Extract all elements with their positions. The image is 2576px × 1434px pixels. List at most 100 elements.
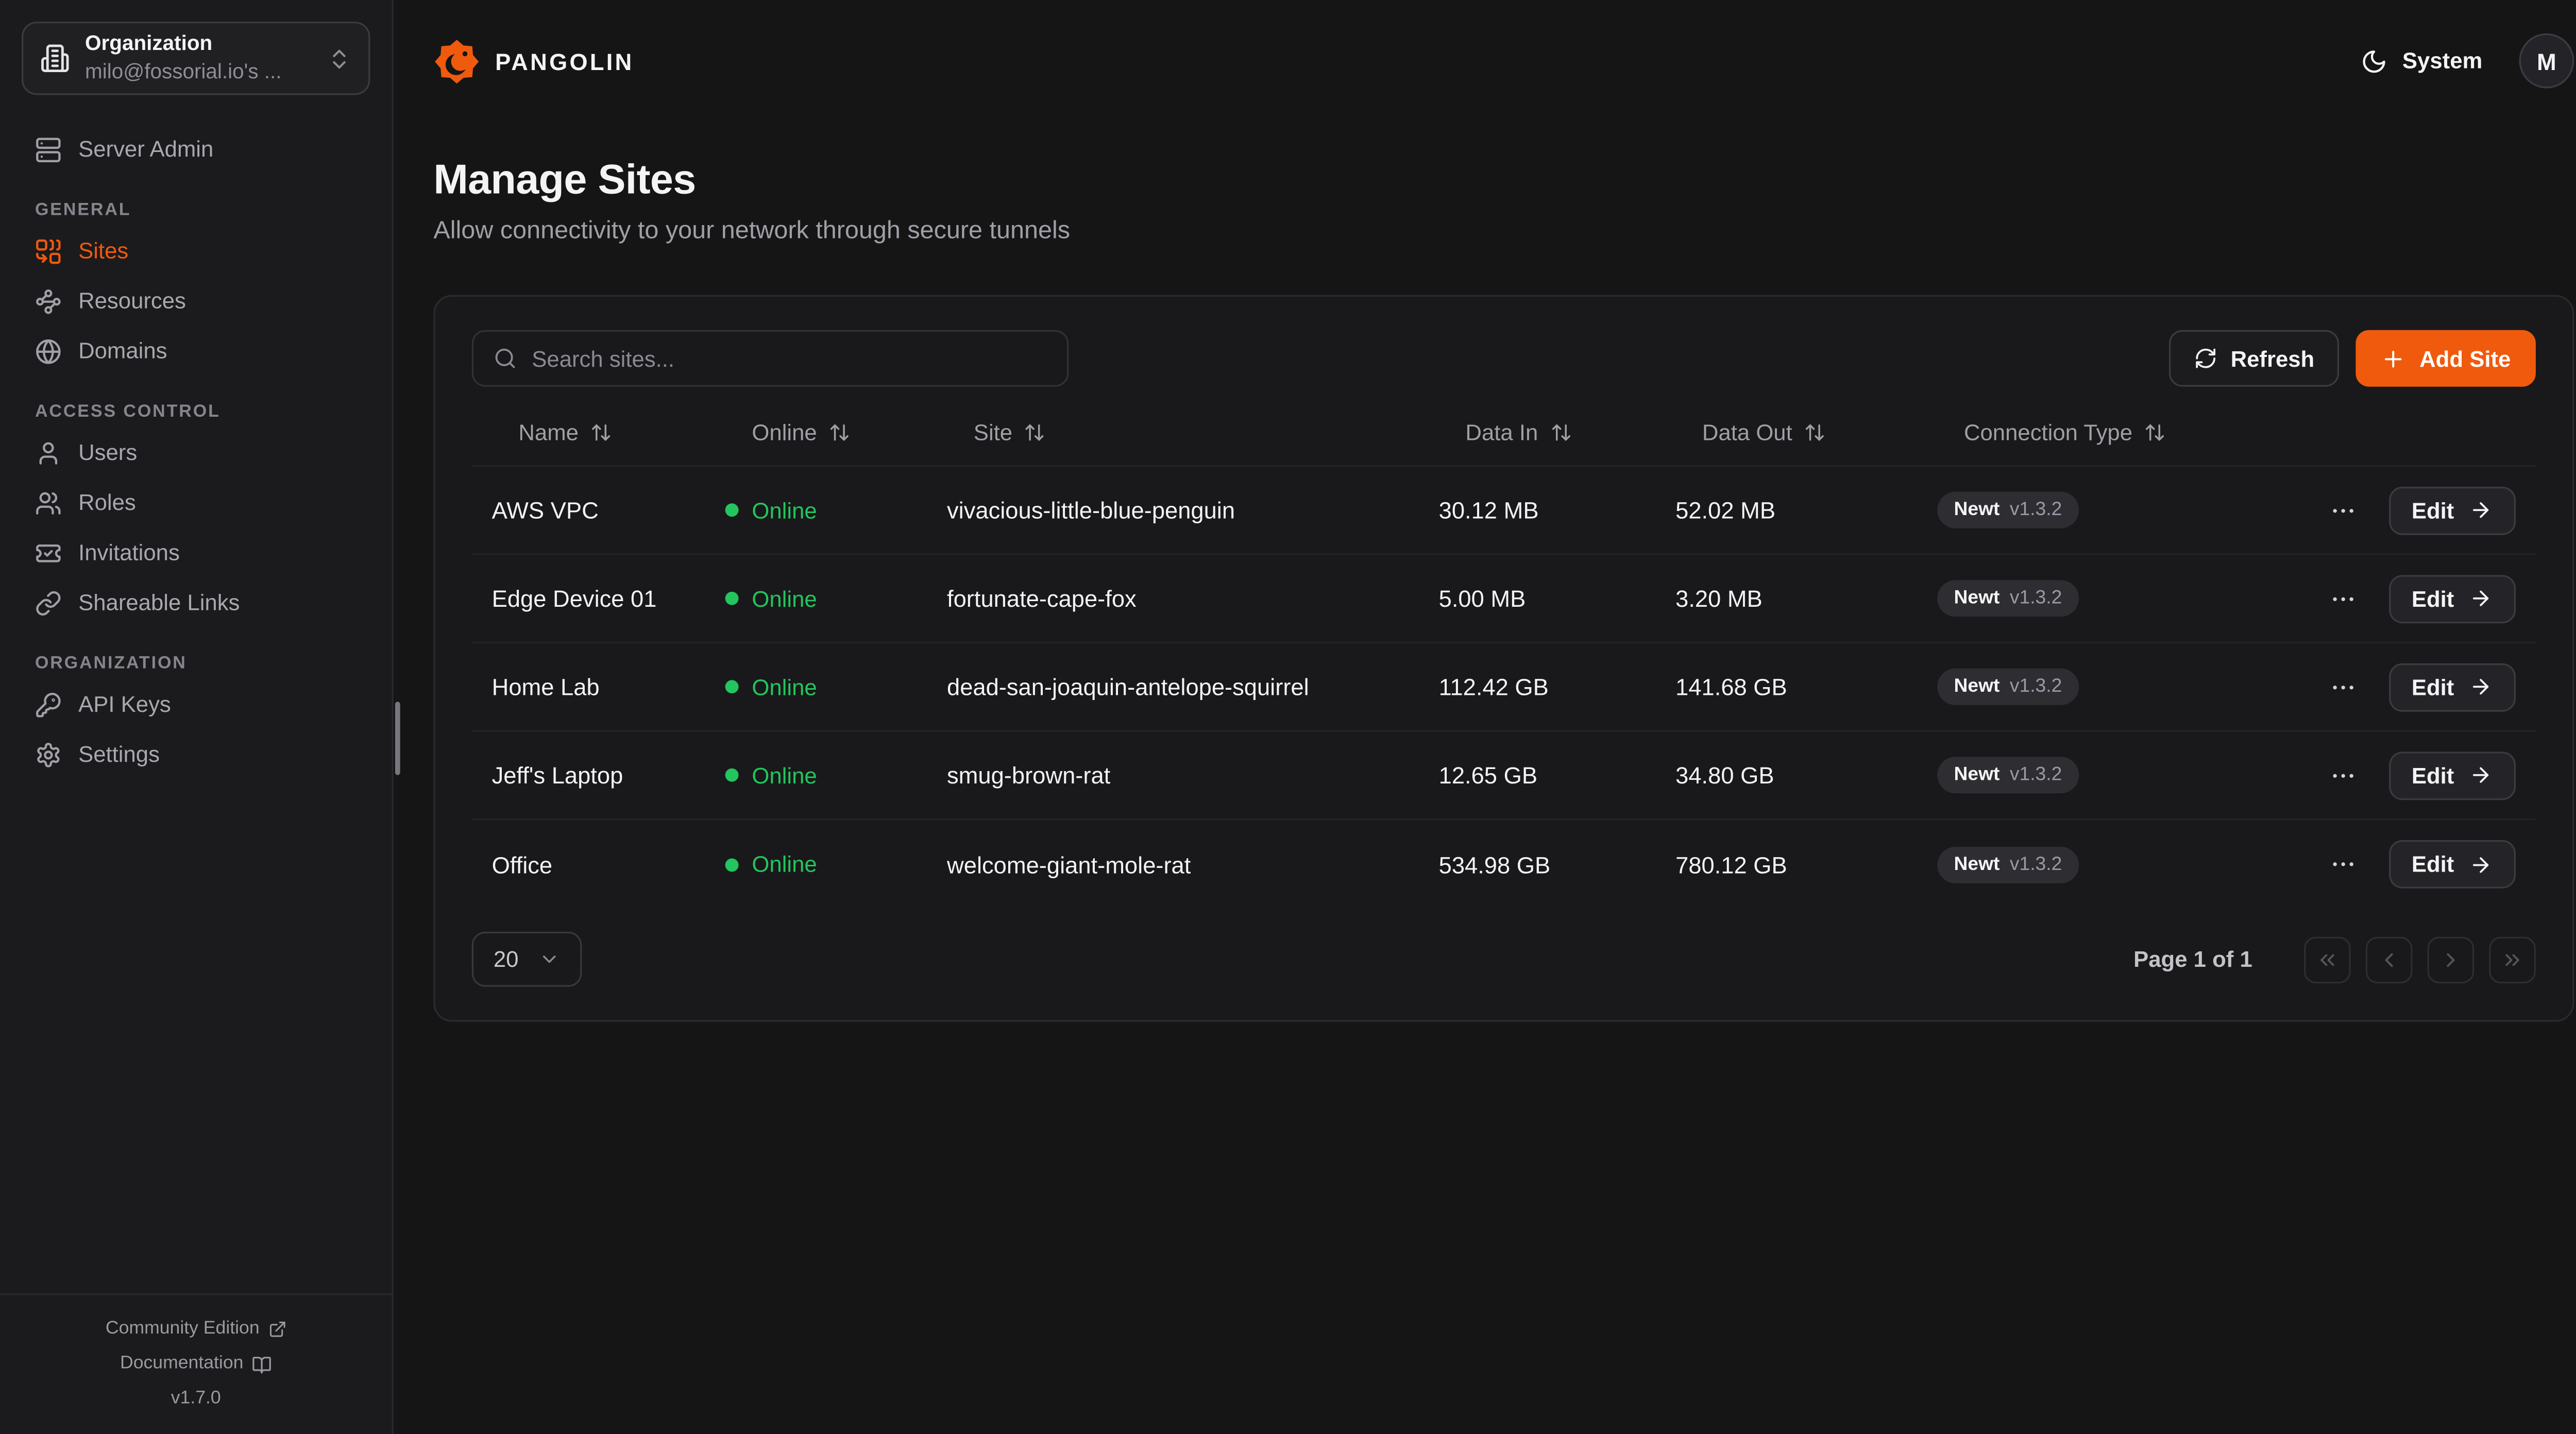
sidebar-item-users[interactable]: Users	[22, 430, 370, 475]
edit-button[interactable]: Edit	[2388, 662, 2516, 711]
brand-wordmark: PANGOLIN	[495, 47, 634, 75]
org-selector-label: Organization	[85, 31, 213, 55]
online-status-cell: Online	[725, 497, 947, 523]
search-input[interactable]	[532, 346, 1047, 371]
org-selector-value: milo@fossorial.io's ...	[85, 59, 282, 83]
sidebar-scrollbar-thumb[interactable]	[395, 702, 400, 775]
top-header: PANGOLIN System M	[433, 0, 2574, 122]
online-status-label: Online	[752, 674, 817, 699]
column-header-site[interactable]: Site	[947, 420, 1439, 445]
community-edition-link[interactable]: Community Edition	[0, 1312, 392, 1347]
connection-type-version: v1.3.2	[2009, 854, 2062, 875]
site-name-cell: Edge Device 01	[492, 585, 657, 612]
edit-button[interactable]: Edit	[2388, 750, 2516, 799]
column-header-online[interactable]: Online	[725, 420, 947, 445]
sidebar-item-sites[interactable]: Sites	[22, 228, 370, 273]
globe-icon	[35, 337, 62, 364]
sidebar: Organization milo@fossorial.io's ... Ser…	[0, 0, 394, 1434]
sidebar-item-shareable-links[interactable]: Shareable Links	[22, 580, 370, 625]
table-row: Edge Device 01 Online fortunate-cape-fox…	[471, 555, 2536, 644]
connection-type-cell: Newt v1.3.2	[1937, 668, 2325, 705]
ellipsis-icon	[2328, 673, 2357, 701]
online-status-label: Online	[752, 586, 817, 611]
edit-button-label: Edit	[2411, 674, 2454, 699]
row-menu-button[interactable]	[2325, 581, 2360, 616]
sidebar-item-domains[interactable]: Domains	[22, 328, 370, 373]
row-menu-button[interactable]	[2325, 669, 2360, 704]
sort-icon	[2144, 422, 2166, 443]
edit-button[interactable]: Edit	[2388, 574, 2516, 623]
online-status-cell: Online	[725, 852, 947, 877]
sidebar-item-label: Settings	[78, 742, 160, 767]
connection-type-name: Newt	[1954, 500, 2000, 520]
chevron-right-icon	[2439, 948, 2462, 971]
refresh-button[interactable]: Refresh	[2168, 330, 2340, 387]
online-status-cell: Online	[725, 586, 947, 611]
org-selector[interactable]: Organization milo@fossorial.io's ...	[22, 22, 370, 95]
theme-toggle[interactable]: System	[2361, 47, 2482, 74]
first-page-button[interactable]	[2304, 935, 2351, 983]
connection-type-cell: Newt v1.3.2	[1937, 846, 2325, 883]
sort-icon	[590, 422, 612, 443]
connection-type-name: Newt	[1954, 854, 2000, 875]
site-name-cell: Home Lab	[492, 673, 600, 701]
sidebar-item-api-keys[interactable]: API Keys	[22, 682, 370, 727]
page-head: Manage Sites Allow connectivity to your …	[433, 157, 2574, 245]
connection-type-cell: Newt v1.3.2	[1937, 580, 2325, 617]
column-header-name[interactable]: Name	[492, 420, 725, 445]
chevrons-left-icon	[2316, 948, 2339, 971]
sidebar-item-resources[interactable]: Resources	[22, 278, 370, 323]
connection-type-name: Newt	[1954, 765, 2000, 786]
page-subtitle: Allow connectivity to your network throu…	[433, 216, 1071, 245]
arrow-right-icon	[2469, 675, 2492, 698]
prev-page-button[interactable]	[2365, 935, 2413, 983]
pangolin-logo-icon	[433, 38, 480, 84]
site-name-cell: AWS VPC	[492, 497, 599, 524]
data-in-cell: 12.65 GB	[1438, 761, 1538, 789]
edit-button[interactable]: Edit	[2388, 840, 2516, 889]
edit-button[interactable]: Edit	[2388, 486, 2516, 535]
sort-icon	[1024, 422, 1046, 443]
sidebar-item-label: API Keys	[78, 691, 171, 717]
last-page-button[interactable]	[2489, 935, 2536, 983]
page-size-select[interactable]: 20	[471, 931, 582, 987]
community-edition-label: Community Edition	[105, 1318, 260, 1339]
avatar[interactable]: M	[2519, 33, 2574, 89]
page-size-value: 20	[493, 947, 519, 972]
pager: Page 1 of 1	[2133, 935, 2536, 983]
arrow-right-icon	[2469, 852, 2492, 876]
link-icon	[35, 589, 62, 616]
next-page-button[interactable]	[2427, 935, 2475, 983]
row-menu-button[interactable]	[2325, 492, 2360, 527]
add-site-button[interactable]: Add Site	[2356, 330, 2536, 387]
connection-type-cell: Newt v1.3.2	[1937, 491, 2325, 528]
sidebar-section-heading: ACCESS CONTROL	[35, 401, 221, 422]
online-status-cell: Online	[725, 674, 947, 699]
combine-icon	[35, 237, 62, 264]
refresh-button-label: Refresh	[2230, 346, 2315, 371]
sidebar-section-heading: GENERAL	[35, 200, 131, 220]
sidebar-item-invitations[interactable]: Invitations	[22, 530, 370, 575]
online-status-label: Online	[752, 497, 817, 523]
sidebar-item-settings[interactable]: Settings	[22, 732, 370, 777]
moon-icon	[2361, 47, 2387, 74]
online-status-label: Online	[752, 762, 817, 788]
row-menu-button[interactable]	[2325, 758, 2360, 793]
documentation-link[interactable]: Documentation	[0, 1347, 392, 1382]
online-status-dot	[725, 591, 739, 605]
data-out-cell: 141.68 GB	[1675, 673, 1787, 701]
arrow-right-icon	[2469, 763, 2492, 787]
data-out-cell: 3.20 MB	[1675, 585, 1762, 612]
column-header-connection-type[interactable]: Connection Type	[1937, 420, 2516, 445]
edit-button-label: Edit	[2411, 762, 2454, 788]
connection-type-badge: Newt v1.3.2	[1937, 491, 2079, 528]
row-menu-button[interactable]	[2325, 847, 2360, 882]
edit-button-label: Edit	[2411, 497, 2454, 523]
column-header-data-out[interactable]: Data Out	[1675, 420, 1937, 445]
sidebar-item-roles[interactable]: Roles	[22, 480, 370, 525]
sidebar-item-server-admin[interactable]: Server Admin	[22, 127, 370, 172]
site-name-cell: Office	[492, 850, 553, 878]
table-row: Jeff's Laptop Online smug-brown-rat 12.6…	[471, 732, 2536, 821]
sort-icon	[828, 422, 850, 443]
column-header-data-in[interactable]: Data In	[1439, 420, 1676, 445]
